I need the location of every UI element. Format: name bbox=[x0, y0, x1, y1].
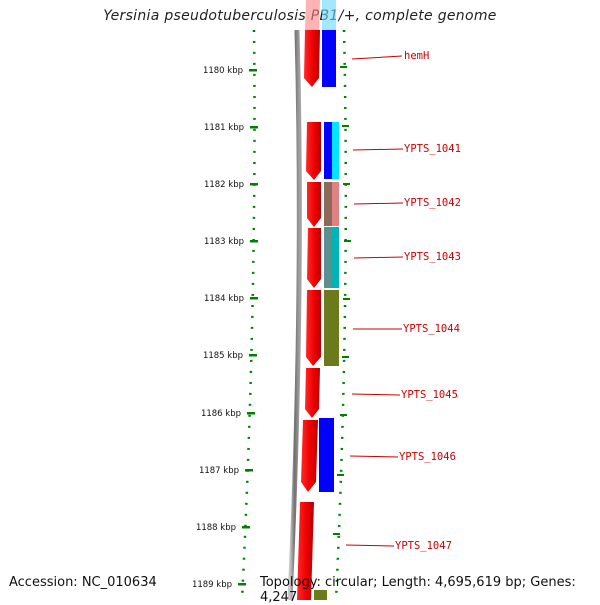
cds-arrow-hemH bbox=[304, 30, 320, 87]
cds-arrow-YPTS_1047 bbox=[297, 502, 314, 600]
cog-box-YPTS_1046 bbox=[319, 418, 334, 492]
cds-arrow-YPTS_1041 bbox=[306, 122, 321, 180]
gene-label-YPTS_1045: YPTS_1045 bbox=[401, 389, 458, 401]
scale-tick-label: 1180 kbp bbox=[203, 66, 243, 76]
gene-label-YPTS_1047: YPTS_1047 bbox=[395, 540, 452, 552]
scale-tick-label: 1186 kbp bbox=[201, 409, 241, 419]
genome-backbone bbox=[287, 29, 302, 600]
scale-tick bbox=[250, 126, 258, 129]
leader-YPTS_1045 bbox=[351, 393, 401, 396]
scale-tick-label: 1183 kbp bbox=[204, 237, 244, 247]
feature-track-ticks bbox=[333, 66, 351, 535]
gene-label-YPTS_1044: YPTS_1044 bbox=[403, 323, 460, 335]
cog-box-partial-top bbox=[322, 0, 336, 30]
leader-YPTS_1046 bbox=[349, 455, 399, 458]
scale-tick-marks bbox=[238, 69, 258, 586]
cog-box-YPTS_1042-b bbox=[332, 182, 339, 226]
gene-label-hemH: hemH bbox=[404, 50, 429, 62]
leader-YPTS_1042 bbox=[353, 202, 404, 205]
cog-box-YPTS_1043-b bbox=[332, 227, 339, 288]
scale-tick-label: 1189 kbp bbox=[192, 580, 232, 590]
gene-label-leaders bbox=[345, 55, 404, 547]
cds-arrow-YPTS_1046 bbox=[301, 420, 318, 492]
scale-tick bbox=[245, 469, 253, 472]
cds-arrow-YPTS_1042 bbox=[307, 182, 321, 227]
cds-arrow-YPTS_1043 bbox=[307, 228, 321, 288]
scale-tick bbox=[247, 412, 255, 415]
accession-label: Accession: NC_010634 bbox=[9, 575, 157, 590]
cds-arrow-YPTS_1045 bbox=[305, 368, 320, 418]
scale-tick bbox=[250, 183, 258, 186]
leader-hemH bbox=[351, 55, 403, 60]
cog-box-YPTS_1041-a bbox=[324, 122, 332, 179]
scale-tick bbox=[238, 583, 246, 586]
scale-tick-label: 1188 kbp bbox=[196, 523, 236, 533]
scale-tick bbox=[242, 526, 250, 529]
scale-tick-label: 1181 kbp bbox=[204, 123, 244, 133]
scale-tick-label: 1187 kbp bbox=[199, 466, 239, 476]
scale-tick bbox=[250, 240, 258, 243]
cog-box-YPTS_1044 bbox=[324, 290, 339, 366]
gene-label-YPTS_1042: YPTS_1042 bbox=[404, 197, 461, 209]
cds-arrow-partial-top bbox=[305, 0, 320, 30]
scale-tick bbox=[250, 297, 258, 300]
cog-box-YPTS_1041-b bbox=[332, 122, 339, 179]
leader-YPTS_1047 bbox=[345, 544, 395, 547]
scale-dotted-line bbox=[240, 29, 256, 600]
cog-boxes bbox=[314, 30, 339, 600]
gene-label-YPTS_1041: YPTS_1041 bbox=[404, 143, 461, 155]
scale-tick-label: 1185 kbp bbox=[203, 351, 243, 361]
scale-tick-label: 1184 kbp bbox=[204, 294, 244, 304]
cds-arrows bbox=[297, 30, 321, 600]
map-title: Yersinia pseudotuberculosis PB1/+, compl… bbox=[103, 8, 497, 24]
scale-tick bbox=[249, 69, 257, 72]
gene-labels: hemH YPTS_1041 YPTS_1042 YPTS_1043 YPTS_… bbox=[395, 50, 461, 552]
cog-box-YPTS_1047-partial bbox=[314, 590, 327, 600]
scale-tick bbox=[249, 354, 257, 357]
leader-YPTS_1041 bbox=[352, 148, 404, 151]
scale-axis: 1180 kbp 1181 kbp 1182 kbp 1183 kbp 1184 kbp… bbox=[192, 29, 258, 600]
gene-label-YPTS_1043: YPTS_1043 bbox=[404, 251, 461, 263]
topology-label: Topology: circular; Length: 4,695,619 bp… bbox=[260, 575, 576, 605]
cds-arrow-YPTS_1044 bbox=[306, 290, 321, 366]
cog-box-YPTS_1043-a bbox=[324, 227, 332, 288]
gene-label-YPTS_1046: YPTS_1046 bbox=[399, 451, 456, 463]
cog-box-YPTS_1042-a bbox=[324, 182, 332, 226]
scale-tick-labels: 1180 kbp 1181 kbp 1182 kbp 1183 kbp 1184 kbp… bbox=[192, 66, 244, 590]
cog-box-hemH bbox=[322, 30, 336, 87]
leader-YPTS_1043 bbox=[353, 256, 404, 259]
scale-tick-label: 1182 kbp bbox=[204, 180, 244, 190]
